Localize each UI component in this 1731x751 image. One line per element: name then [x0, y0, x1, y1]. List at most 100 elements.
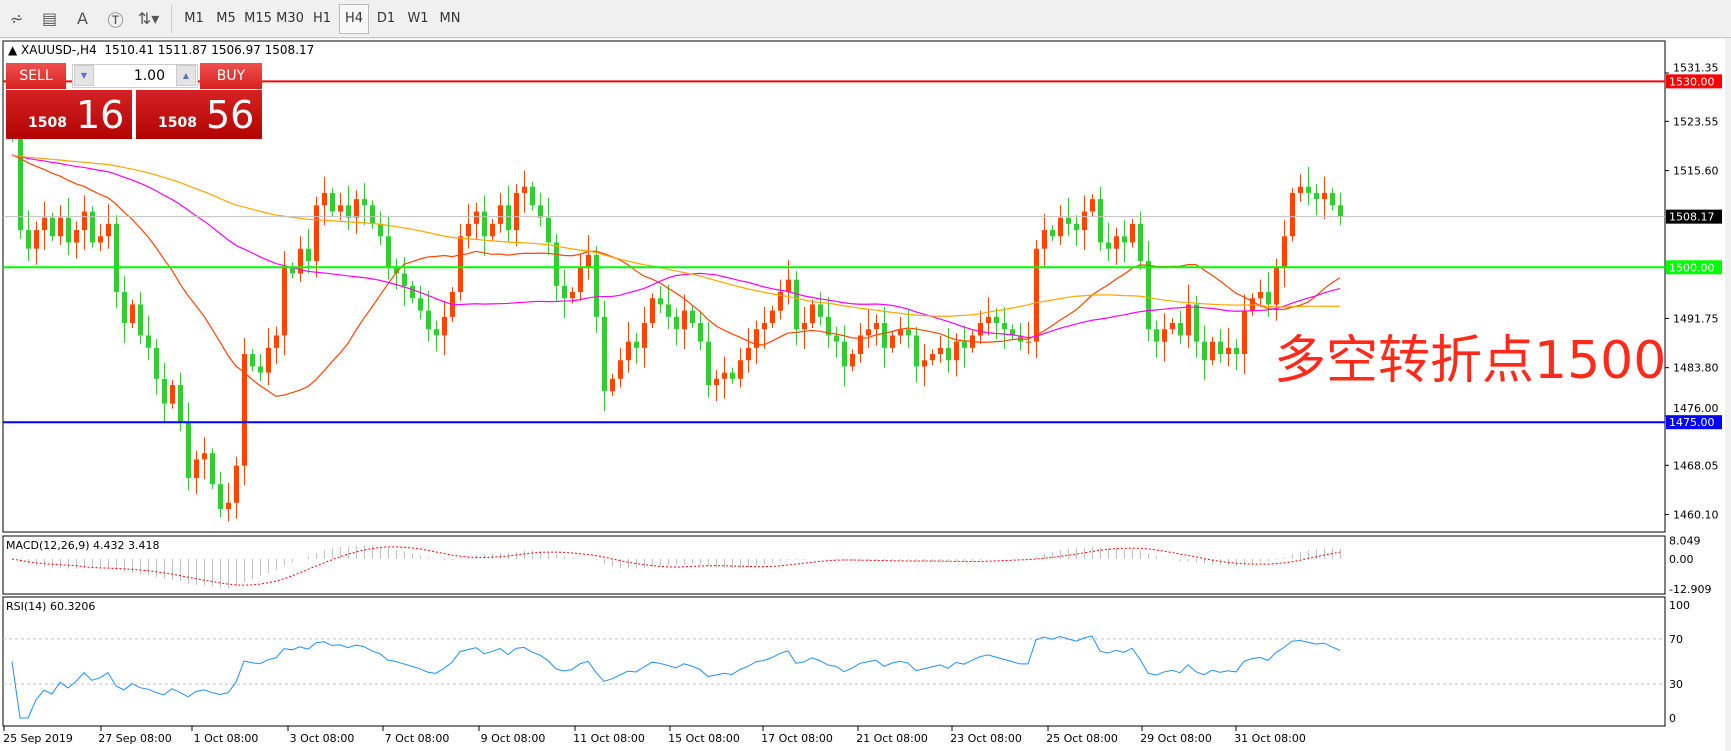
date-label: 3 Oct 08:00: [290, 732, 355, 745]
candle-body: [1282, 236, 1287, 268]
timeframe-m15-button[interactable]: M15: [244, 11, 272, 26]
timeframe-h1-button[interactable]: H1: [312, 11, 332, 26]
candle-body: [1274, 267, 1279, 305]
timeframe-mn-button[interactable]: MN: [439, 11, 461, 26]
candle-body: [858, 335, 863, 355]
toolbar-separator: [171, 4, 172, 33]
sell-price-major: 1508: [28, 115, 67, 131]
candle-body: [1290, 192, 1295, 237]
candle-body: [714, 378, 719, 386]
candle-body: [922, 360, 927, 367]
candle-body: [802, 323, 807, 330]
macd-tick-label: 8.049: [1669, 534, 1701, 547]
candle-body: [50, 217, 55, 237]
candle-body: [1210, 341, 1215, 361]
candle-body: [282, 267, 287, 336]
candle-body: [890, 335, 895, 348]
price-tick-label: 1515.60: [1673, 165, 1719, 178]
price-tick-label: 1531.35: [1673, 61, 1719, 74]
ma-mid-line: [11, 154, 1341, 339]
candle-body: [826, 316, 831, 336]
candle-body: [874, 323, 879, 330]
candle-body: [1058, 217, 1063, 237]
candle-body: [698, 323, 703, 342]
date-label: 17 Oct 08:00: [761, 732, 833, 745]
candle-body: [618, 360, 623, 379]
candle-body: [506, 205, 511, 231]
timeframe-m30-button[interactable]: M30: [276, 11, 304, 26]
price-label-bg: [1666, 415, 1722, 430]
sell-button[interactable]: SELL: [6, 63, 66, 89]
candle-body: [1082, 211, 1087, 231]
candle-body: [770, 310, 775, 324]
symbol-label: XAUUSD-,H4: [21, 43, 97, 57]
candle-body: [266, 347, 271, 373]
rsi-line: [11, 635, 1341, 719]
candle-body: [762, 323, 767, 330]
candle-body: [394, 267, 399, 274]
candle-body: [562, 285, 567, 299]
candle-body: [410, 285, 415, 299]
ma-slow-line: [11, 154, 1341, 317]
buy-price-minor: 56: [206, 93, 255, 137]
text-label-tool-icon[interactable]: Ⓣ: [107, 10, 124, 30]
candle-body: [1178, 323, 1183, 336]
timeframe-h4-button[interactable]: H4: [339, 3, 369, 34]
candle-body: [850, 354, 855, 367]
date-label: 25 Oct 08:00: [1046, 732, 1118, 745]
sell-price-minor: 16: [76, 93, 125, 137]
price-label-bg: [1666, 209, 1722, 224]
candle-body: [994, 316, 999, 324]
candle-body: [546, 217, 551, 243]
timeframe-m1-button[interactable]: M1: [184, 11, 204, 26]
lot-decrease-button[interactable]: ▼: [74, 65, 94, 86]
arrows-tool-icon[interactable]: ⇅▾: [137, 9, 160, 28]
candle-body: [290, 267, 295, 274]
elliott-tool-icon[interactable]: ⩫: [9, 9, 24, 28]
candle-body: [1074, 223, 1079, 231]
candle-body: [842, 341, 847, 367]
candle-body: [1162, 329, 1167, 342]
candle-body: [402, 273, 407, 286]
candle-body: [194, 459, 199, 478]
candle-body: [106, 223, 111, 237]
date-label: 11 Oct 08:00: [573, 732, 645, 745]
candle-body: [234, 465, 239, 503]
candle-body: [154, 347, 159, 379]
timeframe-m5-button[interactable]: M5: [216, 11, 236, 26]
price-tick-label: 1483.80: [1673, 362, 1719, 375]
candle-body: [570, 292, 575, 299]
timeframe-d1-button[interactable]: D1: [376, 11, 396, 26]
candle-body: [978, 323, 983, 336]
sell-price-button[interactable]: 1508 16: [6, 90, 132, 139]
fibonacci-tool-icon[interactable]: ▤: [41, 9, 58, 28]
candle-body: [690, 310, 695, 324]
candle-body: [666, 304, 671, 317]
candle-body: [90, 211, 95, 243]
candle-body: [730, 372, 735, 379]
price-tick-label: 1523.55: [1673, 115, 1719, 128]
candle-body: [1314, 192, 1319, 200]
candle-body: [554, 242, 559, 286]
candle-body: [954, 341, 959, 361]
timeframe-w1-button[interactable]: W1: [407, 11, 429, 26]
candle-body: [538, 205, 543, 218]
lot-increase-button[interactable]: ▲: [176, 65, 196, 86]
buy-price-button[interactable]: 1508 56: [136, 90, 262, 139]
buy-button[interactable]: BUY: [200, 63, 262, 89]
text-tool-icon[interactable]: A: [77, 9, 88, 28]
date-label: 15 Oct 08:00: [668, 732, 740, 745]
chart-window[interactable]: [0, 39, 1725, 751]
candle-body: [386, 236, 391, 268]
rsi-tick-label: 0: [1669, 712, 1676, 725]
candle-body: [1266, 292, 1271, 305]
candle-body: [778, 292, 783, 311]
candle-body: [434, 329, 439, 336]
candle-body: [346, 205, 351, 218]
one-click-trading-panel: SELL 1.00 ▼ ▲ BUY 1508 16 1508 56: [6, 63, 289, 139]
candle-body: [1322, 192, 1327, 200]
date-label: 29 Oct 08:00: [1140, 732, 1212, 745]
candle-body: [314, 205, 319, 262]
candle-body: [938, 347, 943, 355]
